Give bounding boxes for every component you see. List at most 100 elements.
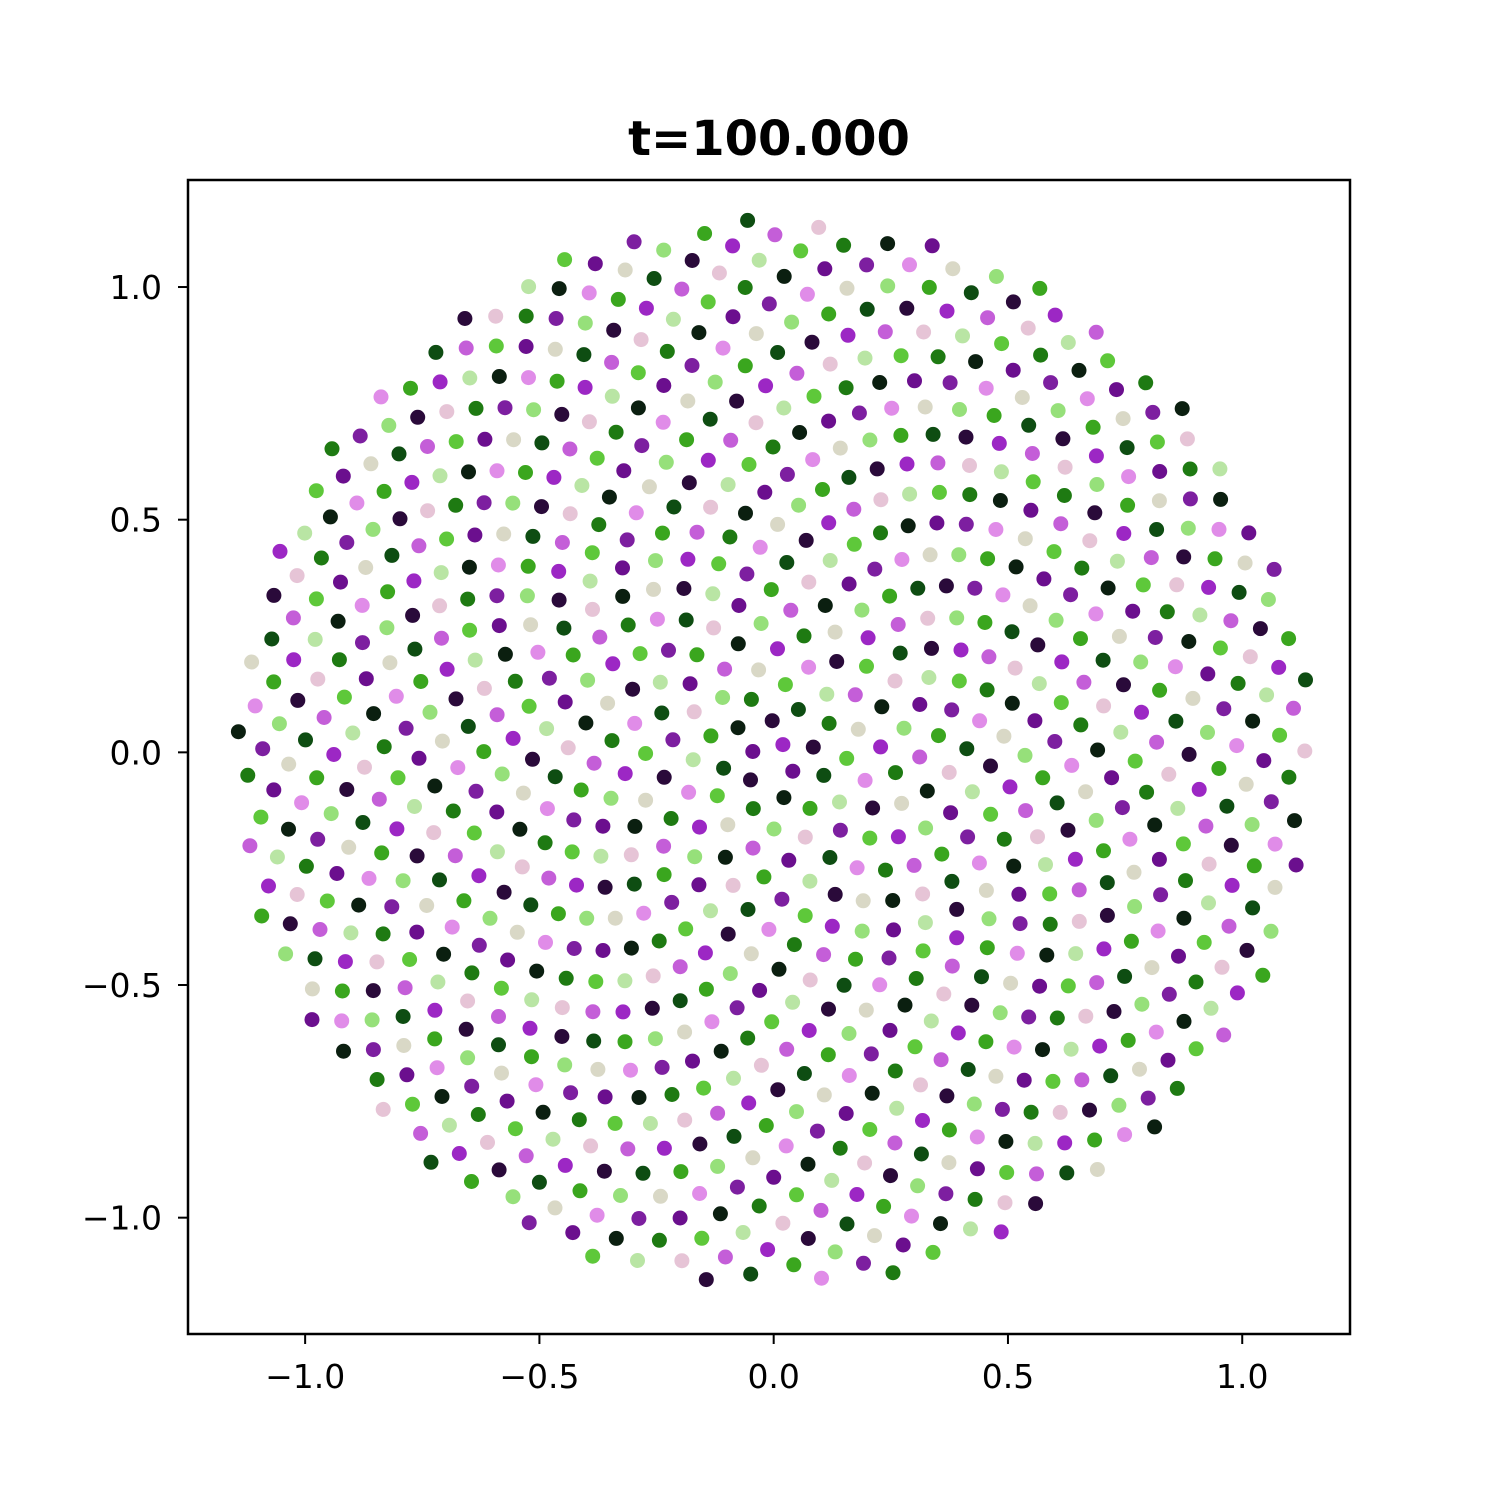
scatter-point [941, 1122, 957, 1138]
scatter-point [882, 1022, 898, 1038]
scatter-point [883, 1168, 898, 1184]
scatter-point [988, 1068, 1004, 1084]
scatter-point [995, 587, 1011, 603]
scatter-point [902, 486, 918, 502]
scatter-point [307, 951, 323, 967]
scatter-point [534, 435, 550, 451]
scatter-point [615, 560, 630, 576]
scatter-point [817, 598, 833, 613]
scatter-point [497, 400, 513, 416]
scatter-point [703, 499, 719, 515]
scatter-point [894, 795, 910, 811]
scatter-point [1099, 907, 1115, 923]
scatter-point [432, 598, 448, 614]
scatter-point [770, 516, 786, 532]
scatter-point [585, 601, 600, 617]
scatter-point [664, 894, 680, 910]
scatter-point [895, 1237, 911, 1253]
scatter-point [841, 1026, 857, 1041]
x-tick-label: 1.0 [1216, 1357, 1268, 1396]
scatter-point [1119, 440, 1135, 456]
scatter-point [800, 1231, 816, 1246]
scatter-point [1174, 401, 1190, 417]
scatter-point [672, 959, 688, 975]
scatter-point [743, 1266, 759, 1282]
scatter-point [635, 1165, 651, 1181]
scatter-point [457, 311, 473, 326]
scatter-point [880, 236, 896, 252]
scatter-point [494, 766, 510, 782]
scatter-point [578, 715, 594, 731]
scatter-point [358, 671, 374, 687]
scatter-point [779, 555, 795, 570]
scatter-point [800, 1156, 816, 1172]
scatter-point [591, 517, 607, 533]
scatter-point [1033, 347, 1049, 363]
scatter-point [700, 452, 716, 468]
scatter-point [1011, 886, 1027, 902]
scatter-point [922, 547, 938, 563]
scatter-point [899, 456, 915, 472]
scatter-point [313, 550, 329, 566]
scatter-point [802, 800, 818, 816]
scatter-point [1014, 390, 1030, 405]
scatter-point [1043, 375, 1059, 391]
scatter-point [839, 1216, 855, 1232]
scatter-point [447, 848, 463, 864]
scatter-point [551, 281, 567, 297]
scatter-point [490, 557, 506, 573]
scatter-point [912, 697, 928, 712]
scatter-point [998, 1134, 1014, 1149]
scatter-point [672, 993, 688, 1009]
scatter-point [402, 952, 418, 967]
scatter-point [756, 869, 772, 885]
scatter-point [700, 294, 716, 310]
y-tick-label: −1.0 [82, 1199, 162, 1238]
scatter-point [1089, 477, 1105, 492]
scatter-point [1139, 784, 1155, 800]
scatter-point [811, 219, 827, 235]
scatter-point [1145, 404, 1161, 420]
scatter-point [1126, 864, 1142, 880]
scatter-point [656, 867, 672, 883]
scatter-point [865, 800, 881, 816]
scatter-point [1048, 612, 1064, 628]
scatter-point [1047, 307, 1063, 323]
scatter-point [1088, 448, 1104, 464]
scatter-point [604, 733, 620, 749]
scatter-point [523, 897, 539, 913]
scatter-point [963, 1221, 978, 1237]
scatter-point [943, 805, 959, 821]
scatter-point [1120, 1032, 1136, 1048]
scatter-point [1149, 734, 1165, 750]
scatter-point [1196, 934, 1212, 950]
scatter-point [685, 1053, 700, 1069]
scatter-point [271, 716, 287, 732]
scatter-point [1042, 886, 1058, 902]
scatter-point [696, 1080, 712, 1096]
scatter-point [684, 253, 700, 268]
scatter-point [664, 1087, 680, 1102]
scatter-point [376, 739, 392, 755]
scatter-point [620, 1141, 636, 1157]
scatter-point [860, 630, 876, 646]
scatter-point [519, 588, 535, 604]
scatter-point [793, 243, 809, 259]
scatter-point [686, 704, 702, 720]
scatter-point [1030, 829, 1045, 845]
scatter-point [530, 644, 546, 660]
scatter-point [439, 404, 455, 420]
scatter-point [763, 582, 779, 598]
scatter-point [613, 1188, 628, 1203]
scatter-point [805, 452, 821, 468]
scatter-point [767, 227, 783, 243]
scatter-point [689, 647, 705, 663]
scatter-point [1212, 640, 1228, 656]
scatter-point [1200, 724, 1215, 740]
scatter-point [1224, 877, 1240, 893]
scatter-point [1185, 690, 1201, 706]
scatter-point [525, 528, 541, 544]
scatter-point [1063, 587, 1079, 603]
scatter-point [697, 226, 713, 241]
scatter-point [996, 831, 1012, 847]
